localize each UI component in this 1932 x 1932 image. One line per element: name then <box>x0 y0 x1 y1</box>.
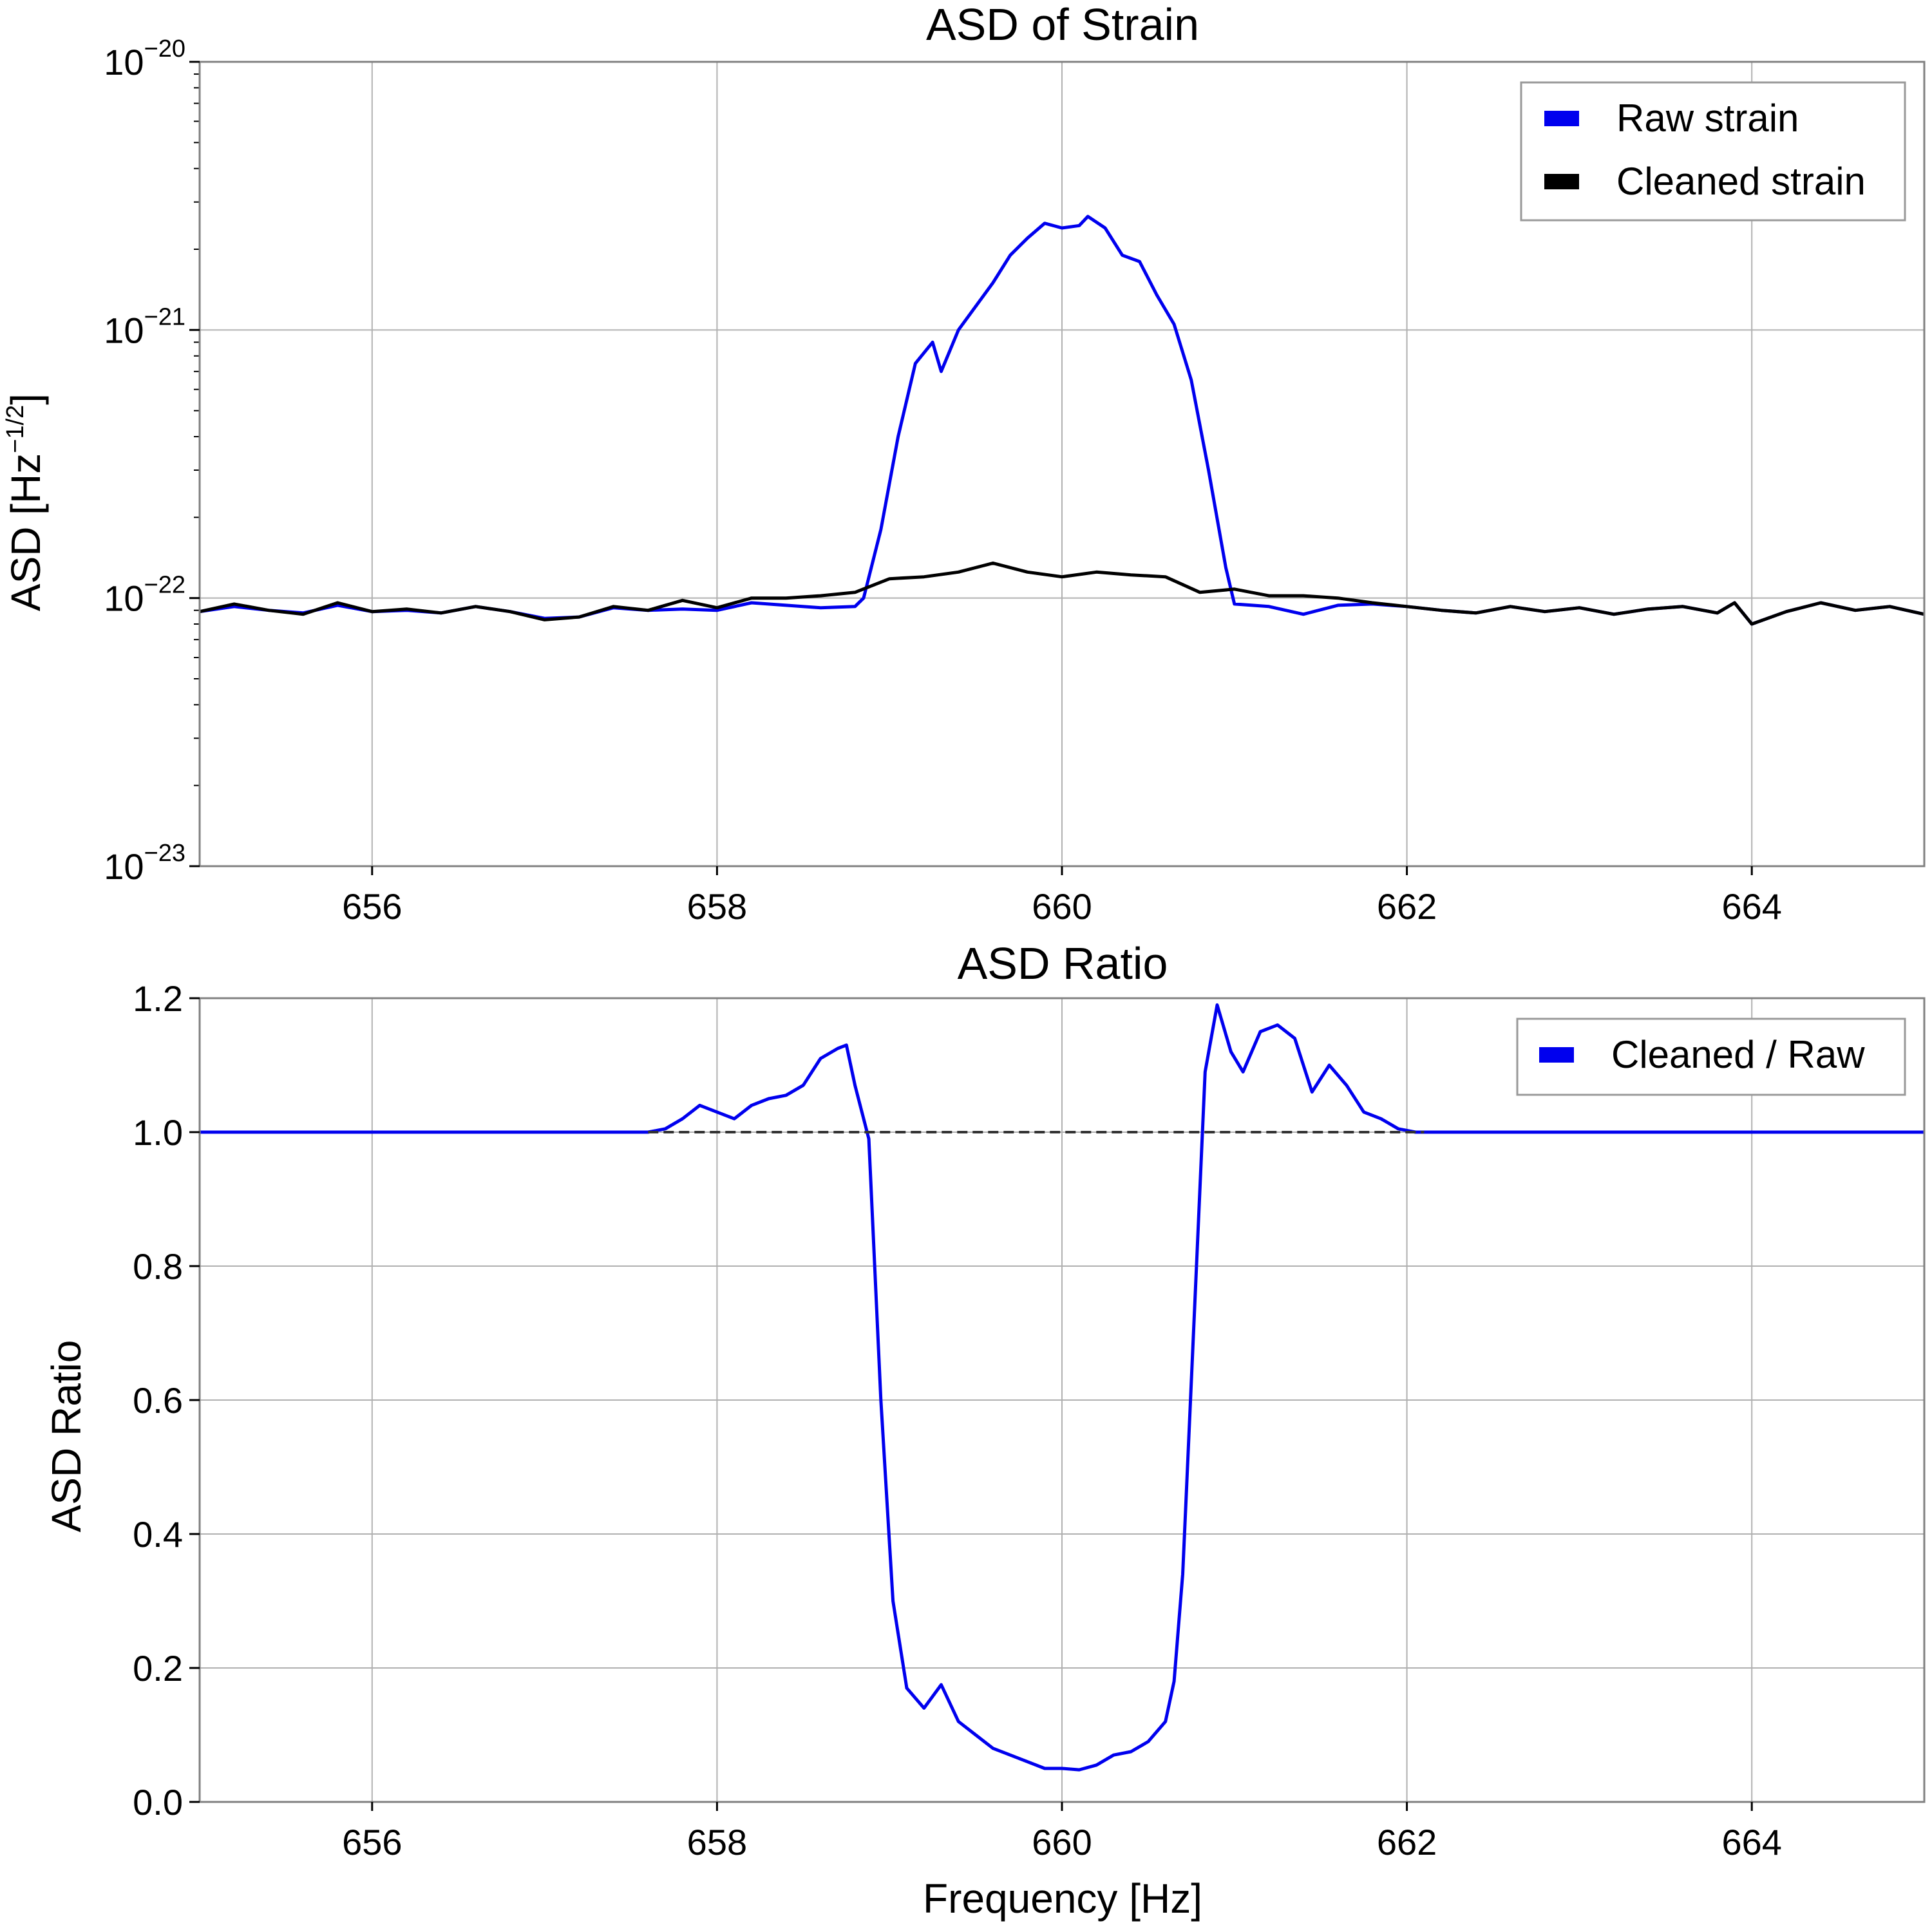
asd-ratio-y-tick-label: 0.8 <box>133 1246 183 1287</box>
asd-ratio-y-axis-label: ASD Ratio <box>43 1340 90 1533</box>
raw-strain-legend-swatch <box>1544 111 1579 126</box>
asd-strain-x-tick-label: 656 <box>342 886 402 927</box>
asd-strain-x-tick-label: 658 <box>687 886 747 927</box>
asd-strain-x-tick-label: 664 <box>1721 886 1781 927</box>
asd-ratio-title: ASD Ratio <box>958 938 1168 989</box>
asd-strain-y-ticks: 10−20 10−21 10−22 10−23 <box>104 35 200 887</box>
raw-strain-legend-label: Raw strain <box>1616 97 1799 140</box>
asd-strain-panel: ASD of Strain 656 658 660 662 664 10−20 10−21… <box>2 0 1926 927</box>
asd-ratio-legend: Cleaned / Raw <box>1516 1018 1906 1096</box>
cleaned-raw-legend-swatch <box>1539 1047 1574 1063</box>
asd-ratio-x-tick-label: 664 <box>1721 1822 1781 1862</box>
asd-strain-x-tick-label: 660 <box>1032 886 1092 927</box>
asd-strain-x-ticks: 656 658 660 662 664 <box>342 866 1782 927</box>
asd-strain-title: ASD of Strain <box>926 0 1199 50</box>
cleaned-strain-legend-swatch <box>1544 174 1579 189</box>
asd-ratio-x-tick-label: 658 <box>687 1822 747 1862</box>
asd-strain-y-axis-label-text: ASD [Hz <box>3 453 49 611</box>
cleaned-raw-ratio-line <box>200 1003 1924 1772</box>
asd-strain-legend: Raw strain Cleaned strain <box>1520 81 1906 222</box>
asd-strain-y-tick-label: 10−23 <box>104 840 185 887</box>
asd-ratio-y-tick-label: 1.2 <box>133 978 183 1019</box>
cleaned-raw-legend-label: Cleaned / Raw <box>1611 1033 1865 1076</box>
asd-strain-y-tick-label: 10−20 <box>104 35 185 82</box>
asd-strain-y-axis-label-exponent: −1/2 <box>2 405 29 453</box>
asd-ratio-y-tick-label: 1.0 <box>133 1112 183 1153</box>
cleaned-strain-legend-label: Cleaned strain <box>1616 160 1866 203</box>
asd-strain-y-tick-label: 10−21 <box>104 303 185 350</box>
asd-strain-x-tick-label: 662 <box>1377 886 1437 927</box>
asd-ratio-y-tick-label: 0.4 <box>133 1514 183 1555</box>
asd-strain-y-axis-label: ASD [Hz−1/2] <box>2 393 49 611</box>
asd-ratio-legend-box <box>1516 1018 1906 1096</box>
asd-strain-y-tick-label: 10−22 <box>104 572 185 619</box>
asd-strain-y-axis-label-close: ] <box>3 393 49 405</box>
frequency-x-axis-label: Frequency [Hz] <box>923 1875 1202 1922</box>
asd-strain-series <box>199 214 1925 626</box>
asd-ratio-y-tick-label: 0.2 <box>133 1648 183 1689</box>
cleaned-strain-line <box>199 561 1925 626</box>
asd-ratio-x-tick-label: 662 <box>1377 1822 1437 1862</box>
asd-ratio-y-tick-label: 0.6 <box>133 1380 183 1421</box>
asd-ratio-x-ticks: 656 658 660 662 664 <box>342 1802 1782 1862</box>
asd-ratio-x-tick-label: 656 <box>342 1822 402 1862</box>
asd-ratio-series <box>200 1003 1924 1772</box>
asd-ratio-panel: ASD Ratio 656 658 660 662 664 0.00.20.40.60.… <box>43 938 1926 1922</box>
asd-ratio-x-tick-label: 660 <box>1032 1822 1092 1862</box>
asd-ratio-y-tick-label: 0.0 <box>133 1782 183 1823</box>
asd-ratio-y-ticks: 0.0 0.2 0.4 0.6 0.8 1.0 1.2 <box>133 978 200 1823</box>
asd-strain-legend-box <box>1520 81 1906 222</box>
